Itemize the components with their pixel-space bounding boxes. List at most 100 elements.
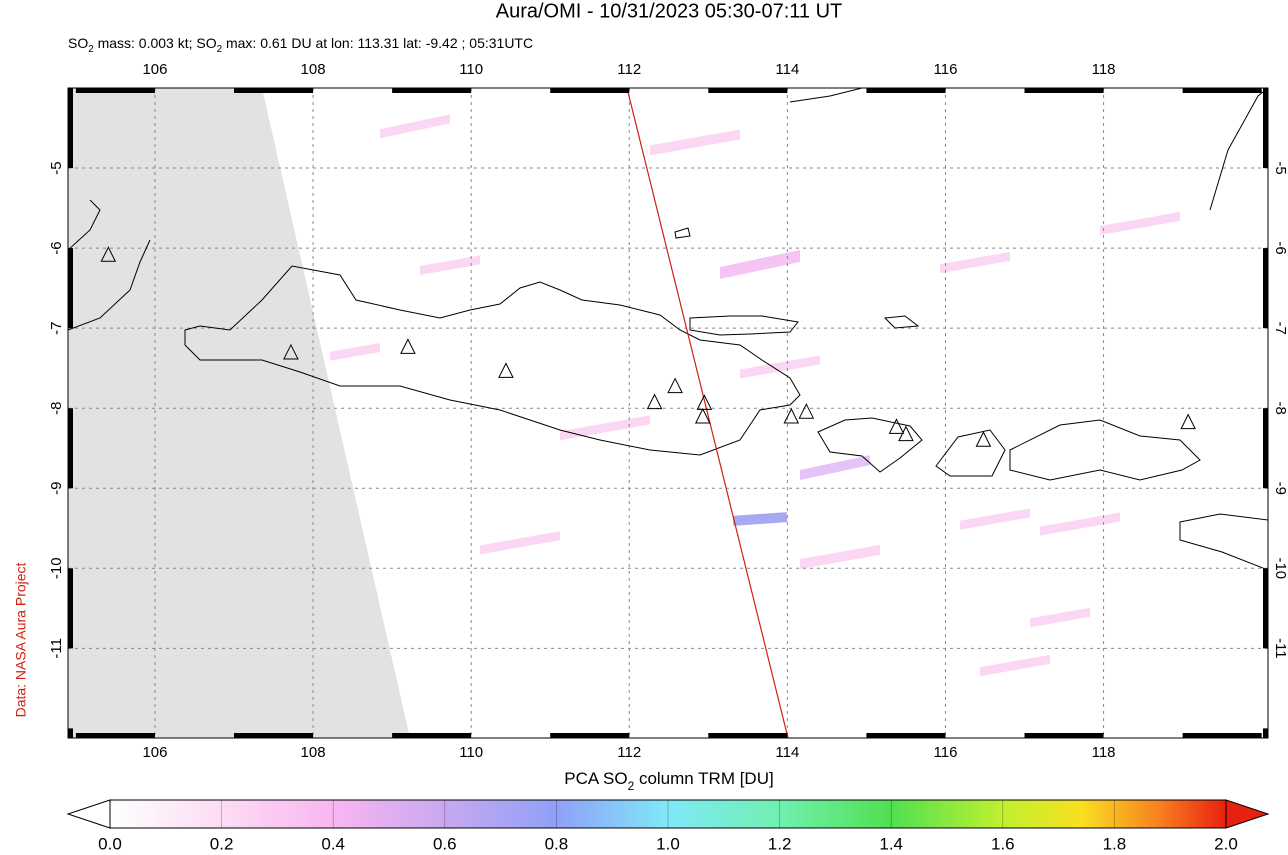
volcano (694, 407, 711, 424)
colorbar-tick-label: 1.6 (991, 834, 1015, 853)
x-tick-label: 118 (1092, 61, 1116, 78)
volcano (283, 343, 299, 360)
volcano (783, 407, 800, 424)
text-part: 2 (88, 44, 93, 55)
y-tick-label: -9 (1272, 482, 1288, 495)
x-tick-label: 106 (142, 61, 167, 78)
colorbar-tick-label: 0.6 (433, 834, 457, 853)
map-area (68, 88, 1268, 738)
text-part: mass: 0.003 kt; SO (94, 35, 217, 51)
y-tick-label: -11 (48, 638, 65, 659)
x-tick-label: 110 (459, 61, 483, 78)
frame-band (866, 733, 946, 738)
coastlines (68, 88, 1268, 571)
colorbar-high-end (1225, 799, 1270, 829)
volcano (646, 393, 663, 410)
frame-band (1182, 733, 1262, 738)
volcano (696, 394, 713, 410)
colorbar-tick-label: 1.0 (656, 834, 680, 853)
colorbar-tick-label: 0.4 (321, 834, 345, 853)
colorbar-low-end (66, 799, 111, 829)
x-tick-label: 112 (617, 61, 641, 78)
volcano (1180, 413, 1196, 430)
colorbar-ramp (109, 799, 1227, 829)
volcano (498, 362, 514, 378)
frame-band (234, 733, 314, 738)
y-tick-label: -7 (48, 321, 65, 334)
credit: Data: NASA Aura Project (13, 562, 29, 717)
colorbar-tick-label: 1.4 (879, 834, 903, 853)
colorbar-tick-label: 0.8 (545, 834, 569, 853)
y-tick-label: -6 (48, 241, 65, 254)
text-part: PCA SO (564, 769, 627, 788)
frame-band (550, 88, 630, 93)
orbit-track (626, 88, 789, 738)
axes: 106 106 108 108 110 110 112 112 114 114 116 116 118 1… (48, 61, 1288, 761)
x-tick-label: 108 (301, 61, 326, 78)
y-tick-label: -8 (1272, 402, 1288, 415)
frame-band (550, 733, 630, 738)
colorbar-tick-label: 1.8 (1103, 834, 1127, 853)
colorbar-label: PCA SO2 column TRM [DU] (564, 769, 773, 793)
y-tick-label: -5 (1272, 161, 1288, 174)
frame-band (68, 568, 73, 649)
no-data-region (68, 88, 410, 738)
y-tick-label: -7 (1272, 321, 1288, 334)
so2-max-pixel (732, 512, 788, 526)
x-tick-label: 114 (775, 61, 799, 78)
subtitle: SO2 mass: 0.003 kt; SO2 max: 0.61 DU at … (68, 35, 533, 55)
frame-band (392, 88, 472, 93)
frame-band (1263, 728, 1268, 738)
frame-band (708, 733, 788, 738)
colorbar-tick-label: 0.0 (98, 834, 122, 853)
frame-band (1263, 248, 1268, 329)
colorbar (66, 799, 1270, 829)
text-part: column TRM [DU] (634, 769, 774, 788)
colorbar-tick-label: 2.0 (1214, 834, 1238, 853)
x-tick-label: 112 (617, 744, 641, 761)
frame-band (392, 733, 472, 738)
text-part: SO (68, 35, 88, 51)
frame-band (68, 408, 73, 489)
y-tick-label: -9 (48, 482, 65, 495)
title: Aura/OMI - 10/31/2023 05:30-07:11 UT (496, 0, 843, 22)
frame-band (1182, 88, 1262, 93)
frame-band (1263, 88, 1268, 169)
volcano (798, 403, 815, 419)
y-tick-label: -8 (48, 402, 65, 415)
volcano (100, 246, 117, 262)
volcano (975, 431, 992, 447)
frame-band (1024, 733, 1104, 738)
so2-pixels (330, 114, 1180, 677)
y-tick-label: -11 (1272, 638, 1288, 659)
frame-band (1024, 88, 1104, 93)
volcano (667, 377, 683, 394)
volcano (400, 338, 416, 354)
y-tick-label: -10 (48, 557, 65, 579)
x-tick-label: 116 (934, 61, 958, 78)
y-tick-label: -10 (1272, 557, 1288, 579)
frame-band (1263, 568, 1268, 649)
x-tick-label: 108 (301, 744, 326, 761)
frame-band (866, 88, 946, 93)
frame-band (75, 733, 155, 738)
frame-band (708, 88, 788, 93)
y-tick-label: -6 (1272, 241, 1288, 254)
x-tick-label: 110 (459, 744, 483, 761)
volcanoes (100, 246, 1196, 447)
x-tick-label: 116 (934, 744, 958, 761)
frame-band (68, 728, 73, 738)
frame-band (68, 248, 73, 329)
y-tick-label: -5 (48, 161, 65, 174)
x-tick-label: 118 (1092, 744, 1116, 761)
colorbar-tick-label: 0.2 (210, 834, 234, 853)
x-tick-label: 106 (142, 744, 167, 761)
volcano (898, 425, 914, 442)
colorbar-tick-label: 1.2 (768, 834, 792, 853)
grid (68, 88, 1268, 738)
x-tick-label: 114 (775, 744, 799, 761)
frame-band (75, 88, 155, 93)
text-part: max: 0.61 DU at lon: 113.31 lat: -9.42 ;… (222, 35, 533, 51)
